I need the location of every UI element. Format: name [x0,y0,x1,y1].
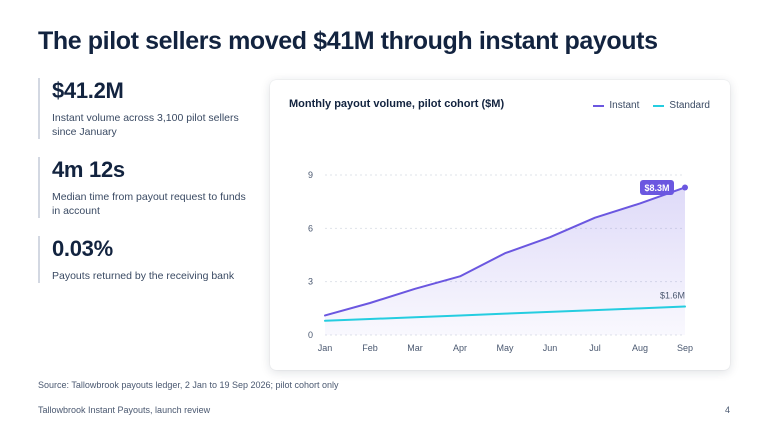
x-tick-label: Mar [407,343,423,353]
x-tick-label: May [496,343,514,353]
y-tick-label: 0 [308,330,313,340]
stat-instant-volume: $41.2M Instant volume across 3,100 pilot… [38,78,252,139]
footer-label: Tallowbrook Instant Payouts, launch revi… [38,405,211,415]
source-note: Source: Tallowbrook payouts ledger, 2 Ja… [38,380,339,390]
y-tick-label: 6 [308,223,313,233]
instant-end-point [682,184,688,191]
instant-area [325,187,685,335]
x-tick-label: Sep [677,343,693,353]
legend-swatch-standard [653,104,665,107]
standard-end-label: $1.6M [660,291,685,301]
page-number: 4 [724,405,730,415]
y-tick-label: 3 [308,277,313,287]
chart-legend: Instant Standard [593,100,710,111]
y-tick-label: 9 [308,170,313,180]
stat-value: 0.03% [52,236,113,261]
legend-swatch-instant [593,104,605,107]
stat-median-time: 4m 12s Median time from payout request t… [38,157,252,218]
stat-description: Instant volume across 3,100 pilot seller… [52,112,239,138]
x-tick-label: Aug [632,343,648,353]
stat-description: Median time from payout request to funds… [52,191,246,217]
instant-end-label: $8.3M [644,183,669,193]
legend-item-standard: Standard [653,100,710,111]
x-tick-label: Jun [543,343,558,353]
chart-card: Monthly payout volume, pilot cohort ($M)… [270,80,730,370]
chart-plot: 0 3 6 9 Jan Feb Mar Apr May Jun Jul Aug Sep $8.3M $1.6… [308,170,693,353]
slide-title: The pilot sellers moved $41M through ins… [38,27,658,55]
stat-value: $41.2M [52,78,124,103]
stat-value: 4m 12s [52,157,125,182]
x-tick-label: Jul [589,343,601,353]
x-tick-label: Jan [318,343,333,353]
chart-title: Monthly payout volume, pilot cohort ($M) [289,98,505,110]
x-tick-label: Feb [362,343,378,353]
series-line-standard [324,305,686,322]
legend-label-instant: Instant [609,100,640,111]
instant-end-badge [640,179,674,195]
stat-returned-payouts: 0.03% Payouts returned by the receiving … [38,236,252,283]
series-line-instant [324,186,686,317]
legend-label-standard: Standard [669,100,710,111]
legend-item-instant: Instant [593,100,639,111]
x-tick-label: Apr [453,343,467,353]
stat-description: Payouts returned by the receiving bank [52,270,235,282]
